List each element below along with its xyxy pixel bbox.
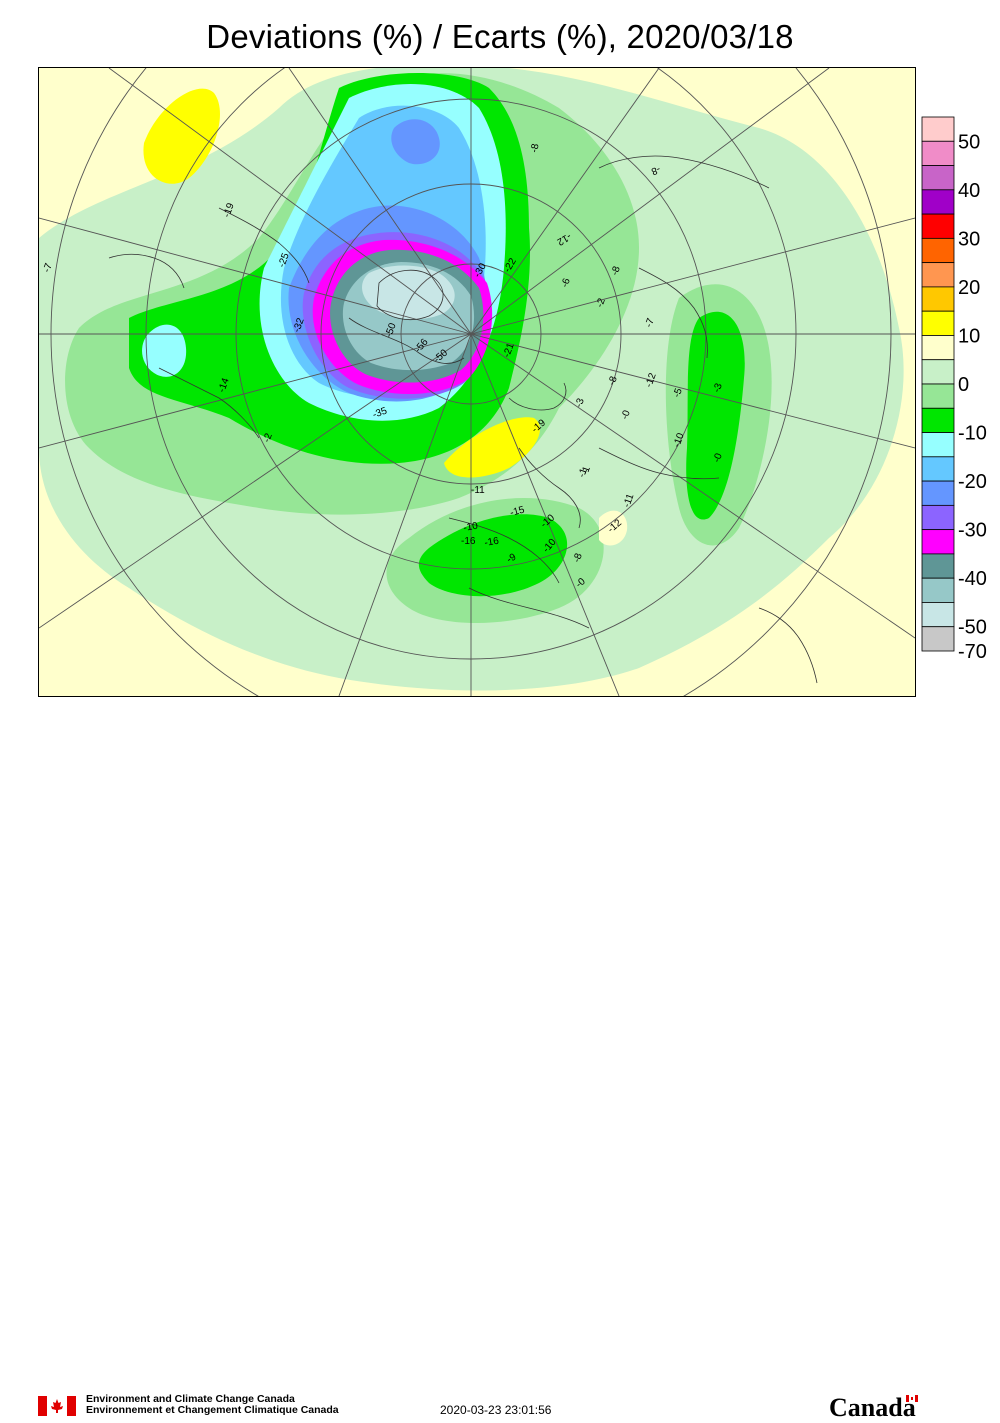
contour-label: -1 bbox=[579, 464, 593, 477]
contour-label: -11 bbox=[471, 485, 485, 496]
contour-label: -8 bbox=[571, 551, 585, 564]
legend-swatch bbox=[921, 140, 955, 166]
legend-swatch bbox=[921, 383, 955, 409]
legend-tick-label: -10 bbox=[958, 423, 987, 445]
legend-swatch bbox=[921, 359, 955, 385]
contour-label: -16 bbox=[461, 536, 476, 547]
contour-label: -16 bbox=[484, 536, 501, 549]
department-name-en: Environment and Climate Change Canada bbox=[86, 1393, 295, 1405]
contour-label: -35 bbox=[371, 405, 389, 420]
contour-label: -15 bbox=[509, 504, 526, 518]
legend-tick-label: -20 bbox=[958, 471, 987, 493]
legend-scale: 50 40 30 20 10 0 -10 -20 -30 -40 -50 -70 bbox=[921, 116, 987, 660]
contour-labels: -7 -19 -25 -32 -50 -56 -50 -30 -22 -14 -… bbox=[41, 142, 725, 590]
contour-label: -21 bbox=[501, 341, 516, 359]
contour-label: -14 bbox=[216, 376, 231, 394]
contour-label: -1 bbox=[576, 466, 590, 479]
contour-label: -2 bbox=[261, 431, 275, 444]
contour-label: -7 bbox=[643, 316, 657, 329]
map-canvas: -7 -19 -25 -32 -50 -56 -50 -30 -22 -14 -… bbox=[39, 68, 915, 696]
contour-band-green-europe bbox=[418, 514, 568, 597]
contour-label: -6 bbox=[559, 276, 573, 289]
legend-swatch bbox=[921, 602, 955, 628]
contour-label: -7 bbox=[41, 261, 55, 274]
canada-flag-icon bbox=[38, 1396, 76, 1416]
legend-swatch bbox=[921, 116, 955, 142]
legend-tick-label: 50 bbox=[958, 131, 980, 153]
legend-tick-label: 40 bbox=[958, 180, 980, 202]
coastlines bbox=[108, 155, 818, 684]
legend-tick-label: -50 bbox=[958, 617, 987, 639]
department-name: Environment and Climate Change Canada En… bbox=[86, 1394, 339, 1416]
page-title: Deviations (%) / Ecarts (%), 2020/03/18 bbox=[206, 18, 794, 55]
department-name-fr: Environnement et Changement Climatique C… bbox=[86, 1404, 339, 1416]
generated-timestamp: 2020-03-23 23:01:56 bbox=[440, 1403, 552, 1417]
contour-label: -8 bbox=[649, 163, 662, 177]
legend-tick-label: 0 bbox=[958, 374, 969, 396]
contour-band-light-cyan bbox=[142, 324, 187, 377]
contour-label: -3 bbox=[711, 381, 725, 394]
canada-wordmark-text: Canada bbox=[829, 1393, 916, 1422]
legend-swatch bbox=[921, 237, 955, 264]
contour-label: -5 bbox=[671, 386, 685, 399]
contour-band-pale bbox=[362, 265, 455, 320]
legend-swatch bbox=[921, 553, 955, 579]
contour-label: -8 bbox=[609, 264, 623, 277]
legend-swatch bbox=[921, 165, 955, 191]
contour-band-blue-north bbox=[391, 119, 440, 165]
legend-swatch bbox=[921, 335, 955, 361]
positive-patch-pacific bbox=[143, 88, 220, 184]
contour-label: -11 bbox=[621, 492, 636, 509]
legend-swatch bbox=[921, 310, 955, 336]
contour-label: -10 bbox=[463, 521, 480, 534]
legend-tick-label: 30 bbox=[958, 228, 980, 250]
legend-tick-label: -30 bbox=[958, 520, 987, 542]
legend-swatch bbox=[921, 189, 955, 215]
legend-swatch bbox=[921, 480, 955, 506]
contour-label: -25 bbox=[276, 251, 291, 269]
contour-label: -12 bbox=[643, 371, 658, 389]
legend-swatch bbox=[921, 504, 955, 531]
footer: Environment and Climate Change Canada En… bbox=[0, 696, 1000, 1422]
ozone-deviation-map: -7 -19 -25 -32 -50 -56 -50 -30 -22 -14 -… bbox=[38, 67, 916, 697]
contour-label: -19 bbox=[221, 201, 236, 219]
positive-patch-scandinavia bbox=[444, 417, 540, 478]
legend-tick-label: -40 bbox=[958, 568, 987, 590]
canada-wordmark: Canada bbox=[829, 1393, 918, 1423]
legend-swatch bbox=[921, 456, 955, 482]
legend-swatch bbox=[921, 262, 955, 288]
legend-tick-label: 20 bbox=[958, 277, 980, 299]
wordmark-flag-icon bbox=[905, 1395, 918, 1402]
color-legend: 50 40 30 20 10 0 -10 -20 -30 -40 -50 -70 bbox=[920, 115, 1000, 660]
contour-label: -8 bbox=[529, 142, 541, 153]
positive-patch-east bbox=[599, 510, 628, 546]
contour-label: -8 bbox=[606, 374, 620, 387]
legend-tick-label: 10 bbox=[958, 325, 980, 347]
contour-label: -0 bbox=[711, 451, 725, 464]
contour-label: -10 bbox=[671, 431, 686, 449]
contour-label: -3 bbox=[573, 396, 587, 409]
legend-swatch bbox=[921, 626, 955, 652]
legend-swatch bbox=[921, 529, 955, 555]
legend-swatch bbox=[921, 213, 955, 239]
legend-swatch bbox=[921, 432, 955, 458]
contour-label: -0 bbox=[619, 408, 633, 421]
legend-swatch bbox=[921, 577, 955, 603]
legend-tick-label: -70 bbox=[958, 641, 987, 660]
graticule bbox=[39, 68, 915, 696]
legend-swatch bbox=[921, 407, 955, 433]
contour-label: -2 bbox=[594, 296, 608, 309]
legend-swatch bbox=[921, 286, 955, 312]
contour-band-green-east bbox=[686, 311, 745, 520]
contour-label: -32 bbox=[291, 316, 306, 334]
contour-label: -50 bbox=[383, 321, 398, 339]
